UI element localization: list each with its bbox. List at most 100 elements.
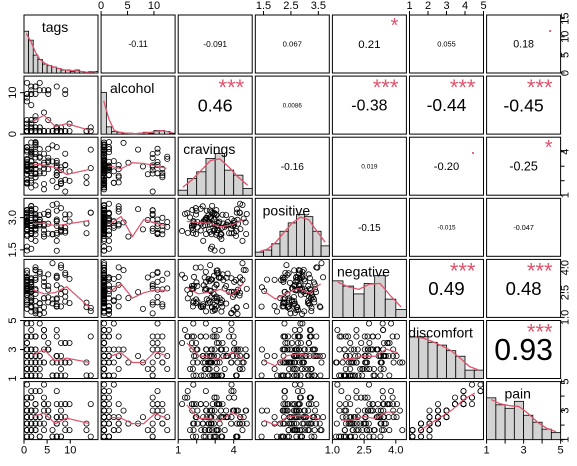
correlation-value: -0.16 bbox=[281, 162, 305, 173]
scatter-point bbox=[149, 427, 156, 434]
scatter-point bbox=[370, 433, 377, 440]
scatter-point bbox=[32, 227, 39, 234]
scatter-point bbox=[377, 359, 384, 366]
scatter-point bbox=[159, 401, 166, 408]
scatter-point bbox=[53, 420, 60, 427]
scatter-point bbox=[191, 273, 198, 280]
scatter-point bbox=[371, 427, 378, 434]
scatter-point bbox=[240, 359, 247, 366]
correlation-value: 0.49 bbox=[428, 278, 464, 299]
scatter-point bbox=[28, 245, 35, 252]
scatter-point bbox=[358, 339, 365, 346]
top-tick-label-discomfort: 2 bbox=[425, 0, 431, 12]
scatter-point bbox=[159, 420, 166, 427]
scatter-point bbox=[190, 359, 197, 366]
scatter-point bbox=[159, 214, 166, 221]
scatter-point bbox=[242, 407, 249, 414]
scatter-point bbox=[305, 346, 312, 353]
scatter-point bbox=[224, 270, 231, 277]
scatter-point bbox=[434, 401, 441, 408]
scatter-point bbox=[23, 98, 30, 105]
scatter-point bbox=[115, 264, 122, 271]
scatter-point bbox=[302, 427, 309, 434]
histogram-bar bbox=[148, 132, 155, 135]
scatter-point bbox=[164, 153, 171, 160]
scatter-point bbox=[105, 407, 112, 414]
scatter-point bbox=[23, 433, 30, 440]
scatter-point bbox=[306, 274, 313, 281]
scatter-point bbox=[379, 320, 386, 327]
scatter-point bbox=[281, 407, 288, 414]
scatter-point bbox=[293, 407, 300, 414]
scatter-point bbox=[285, 372, 292, 379]
scatter-point bbox=[23, 124, 30, 131]
scatter-point bbox=[346, 372, 353, 379]
scatter-point bbox=[310, 296, 317, 303]
scatter-point bbox=[101, 381, 108, 388]
scatter-discomfort-vs-tags bbox=[23, 320, 94, 379]
scatter-point bbox=[314, 414, 321, 421]
scatter-point bbox=[211, 346, 218, 353]
histogram-bar bbox=[32, 54, 39, 74]
scatter-point bbox=[237, 352, 244, 359]
scatter-point bbox=[384, 339, 391, 346]
scatter-point bbox=[200, 237, 207, 244]
scatter-point bbox=[228, 225, 235, 232]
scatter-point bbox=[208, 346, 215, 353]
scatter-point bbox=[62, 359, 69, 366]
scatter-point bbox=[434, 420, 441, 427]
scatter-point bbox=[87, 128, 94, 135]
correlation-value: -0.091 bbox=[203, 39, 227, 49]
panel-frame-alcohol-cravings bbox=[177, 75, 253, 135]
scatter-point bbox=[159, 303, 166, 310]
scatter-point bbox=[190, 333, 197, 340]
scatter-point bbox=[28, 210, 35, 217]
scatter-point bbox=[243, 230, 250, 237]
panel-frame-discomfort-negative bbox=[331, 320, 407, 379]
scatter-point bbox=[149, 310, 156, 317]
scatter-point bbox=[53, 207, 60, 214]
scatter-point bbox=[32, 388, 39, 395]
scatter-point bbox=[386, 339, 393, 346]
scatter-point bbox=[32, 303, 39, 310]
scatter-point bbox=[213, 231, 220, 238]
scatter-point bbox=[23, 217, 30, 224]
scatter-point bbox=[291, 267, 298, 274]
scatter-point bbox=[159, 359, 166, 366]
scatter-point bbox=[125, 420, 132, 427]
scatter-point bbox=[105, 162, 112, 169]
scatter-point bbox=[293, 420, 300, 427]
correlation-value: 0.48 bbox=[506, 278, 542, 299]
panel-frame-pain-discomfort bbox=[409, 381, 484, 441]
correlation-value: -0.015 bbox=[437, 225, 456, 232]
scatter-point bbox=[389, 333, 396, 340]
scatter-point bbox=[32, 139, 39, 146]
scatter-point bbox=[164, 270, 171, 277]
scatter-point bbox=[149, 301, 156, 308]
scatter-point bbox=[340, 433, 347, 440]
scatter-point bbox=[105, 282, 112, 289]
scatter-point bbox=[36, 270, 43, 277]
scatter-point bbox=[188, 224, 195, 231]
scatter-point bbox=[352, 352, 359, 359]
scatter-point bbox=[32, 83, 39, 90]
scatter-point bbox=[62, 150, 69, 157]
scatter-point bbox=[200, 414, 207, 421]
scatter-point bbox=[154, 407, 161, 414]
scatter-point bbox=[211, 394, 218, 401]
scatter-point bbox=[36, 300, 43, 307]
scatter-point bbox=[28, 235, 35, 242]
scatter-point bbox=[32, 346, 39, 353]
scatter-point bbox=[154, 278, 161, 285]
histogram-pain: pain bbox=[486, 386, 561, 441]
scatter-point bbox=[361, 333, 368, 340]
histogram-bar bbox=[42, 63, 48, 74]
scatter-point bbox=[105, 433, 112, 440]
scatter-point bbox=[181, 394, 188, 401]
scatter-point bbox=[144, 427, 151, 434]
scatter-point bbox=[369, 346, 376, 353]
scatter-point bbox=[283, 262, 290, 269]
scatter-point bbox=[41, 394, 48, 401]
scatter-point bbox=[202, 285, 209, 292]
scatter-point bbox=[342, 365, 349, 372]
